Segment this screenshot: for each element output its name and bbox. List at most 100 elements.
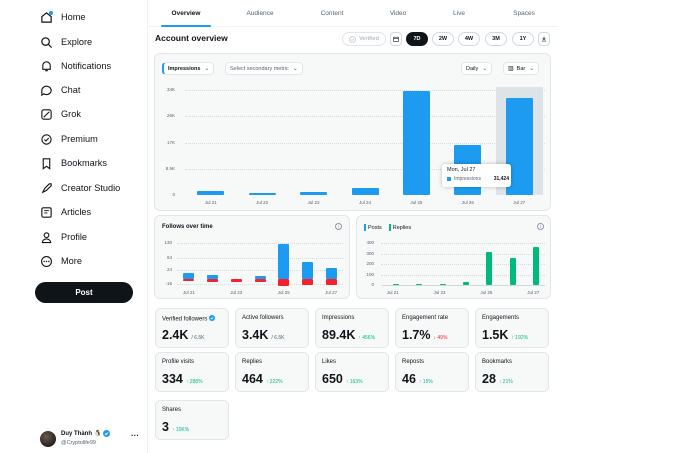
metric-card-shares[interactable]: Shares 3 ↑ 10K% xyxy=(155,400,229,440)
replies-bar[interactable] xyxy=(486,252,493,285)
metric-card-verified-followers[interactable]: Verified followers 2.4K/ 6.5K xyxy=(155,308,229,348)
tab-live[interactable]: Live xyxy=(453,10,465,17)
follows-bar[interactable] xyxy=(278,243,290,279)
impressions-bar[interactable] xyxy=(197,191,225,195)
metric-change: ↑ 222% xyxy=(265,379,283,385)
account-switcher[interactable]: Duy Thành 🐧 @Cryptolife99 ··· xyxy=(39,428,143,450)
sidebar-item-bookmarks[interactable]: Bookmarks xyxy=(39,153,107,173)
rocket-icon xyxy=(39,181,53,195)
metric-card-likes[interactable]: Likes 650 ↑ 163% xyxy=(315,352,389,392)
metric-value: 89.4K xyxy=(322,328,356,342)
info-icon[interactable]: i xyxy=(537,223,544,230)
follows-chart-title: Follows over time xyxy=(162,224,213,230)
impressions-bar[interactable] xyxy=(248,192,276,195)
tooltip-swatch xyxy=(447,177,451,181)
grid-line xyxy=(381,243,545,244)
metric-card-engagements[interactable]: Engagements 1.5K ↑ 192% xyxy=(475,308,549,348)
post-button[interactable]: Post xyxy=(35,282,133,303)
bookmark-icon xyxy=(39,156,53,170)
emoji-icon: 🐧 xyxy=(94,431,102,437)
replies-bar[interactable] xyxy=(509,257,516,285)
replies-bar[interactable] xyxy=(439,283,446,285)
tab-spaces[interactable]: Spaces xyxy=(513,10,535,17)
metric-card-engagement-rate[interactable]: Engagement rate 1.7% ↓ 49% xyxy=(395,308,469,348)
sidebar-item-chat[interactable]: Chat xyxy=(39,80,80,100)
range-3m[interactable]: 3M xyxy=(485,32,507,46)
metric-value-row: 3.4K/ 6.5K xyxy=(242,328,284,342)
unfollows-bar[interactable] xyxy=(254,279,266,282)
sidebar-item-creator-studio[interactable]: Creator Studio xyxy=(39,178,120,198)
sidebar-item-articles[interactable]: Articles xyxy=(39,202,91,222)
premium-icon xyxy=(39,132,53,146)
sidebar-item-label: Bookmarks xyxy=(61,158,107,168)
metric-card-profile-visits[interactable]: Profile visits 334 ↑ 288% xyxy=(155,352,229,392)
metric-card-replies[interactable]: Replies 464 ↑ 222% xyxy=(235,352,309,392)
metric-card-active-followers[interactable]: Active followers 3.4K/ 6.5K xyxy=(235,308,309,348)
download-button[interactable] xyxy=(538,32,550,46)
sidebar-item-notifications[interactable]: Notifications xyxy=(39,56,111,76)
follows-bar[interactable] xyxy=(183,272,195,279)
replies-bar[interactable] xyxy=(463,281,469,285)
posts-replies-chart-panel: Posts Replies i 400 300 200 100 0 Jul 21 Jul 2… xyxy=(356,215,551,299)
x-tick-label: Jul 21 xyxy=(204,200,217,205)
metric-card-impressions[interactable]: Impressions 89.4K ↑ 456% xyxy=(315,308,389,348)
sidebar-item-profile[interactable]: Profile xyxy=(39,227,87,247)
unfollows-bar[interactable] xyxy=(207,279,219,282)
follows-bar[interactable] xyxy=(207,274,219,279)
sidebar-item-label: Notifications xyxy=(61,61,112,71)
tab-video[interactable]: Video xyxy=(389,10,407,17)
impressions-bar[interactable] xyxy=(300,192,328,195)
tab-content[interactable]: Content xyxy=(320,10,344,17)
range-7d[interactable]: 7D xyxy=(406,32,428,46)
unfollows-bar[interactable] xyxy=(325,279,337,286)
grid-line xyxy=(177,284,343,285)
range-4w[interactable]: 4W xyxy=(458,32,480,46)
unfollows-bar[interactable] xyxy=(301,279,313,286)
secondary-metric-dropdown[interactable]: Select secondary metric ⌄ xyxy=(225,62,303,75)
verified-filter-button[interactable]: Verified xyxy=(342,32,386,46)
impressions-bar[interactable] xyxy=(402,90,430,195)
follows-bar[interactable] xyxy=(254,276,266,279)
follows-bar[interactable] xyxy=(301,262,313,279)
primary-metric-dropdown[interactable]: Impressions ⌄ xyxy=(162,62,215,75)
unfollows-bar[interactable] xyxy=(278,279,290,286)
avatar[interactable] xyxy=(40,431,56,447)
metric-value-row: 650 ↑ 163% xyxy=(322,372,363,386)
chart-style-dropdown[interactable]: ▥ Bar ⌄ xyxy=(503,62,540,75)
sidebar-item-home[interactable]: Home xyxy=(39,7,86,27)
metric-label-text: Shares xyxy=(162,407,182,413)
follows-bar[interactable] xyxy=(325,267,337,279)
metric-label-text: Active followers xyxy=(242,315,284,321)
interval-dropdown[interactable]: Daily ⌄ xyxy=(461,62,493,75)
range-1y[interactable]: 1Y xyxy=(512,32,534,46)
metric-value: 3.4K xyxy=(242,328,269,342)
x-tick-label: Jul 25 xyxy=(410,200,423,205)
grid-line xyxy=(381,253,545,255)
unfollows-bar[interactable] xyxy=(183,279,195,282)
unfollows-bar[interactable] xyxy=(230,279,242,282)
x-tick-label: Jul 26 xyxy=(461,200,474,205)
notification-dot xyxy=(49,11,53,15)
impressions-bar[interactable] xyxy=(351,188,379,195)
range-2w[interactable]: 2W xyxy=(432,32,454,46)
replies-bar[interactable] xyxy=(416,283,423,285)
replies-bar[interactable] xyxy=(392,284,399,286)
sidebar-item-premium[interactable]: Premium xyxy=(39,129,98,149)
metric-card-reposts[interactable]: Reposts 46 ↑ 15% xyxy=(395,352,469,392)
replies-bar[interactable] xyxy=(533,247,540,285)
tab-audience[interactable]: Audience xyxy=(246,10,274,17)
grid-line xyxy=(381,264,545,265)
sidebar-item-grok[interactable]: Grok xyxy=(39,104,81,124)
calendar-button[interactable] xyxy=(390,32,402,46)
tab-overview[interactable]: Overview xyxy=(161,0,211,27)
account-more-icon[interactable]: ··· xyxy=(131,431,139,440)
y-tick-label: 200 xyxy=(366,261,374,266)
sidebar-item-more[interactable]: More xyxy=(39,251,82,271)
metric-value: 1.5K xyxy=(482,328,509,342)
metric-card-bookmarks[interactable]: Bookmarks 28 ↑ 21% xyxy=(475,352,549,392)
metric-value-row: 334 ↑ 288% xyxy=(162,372,203,386)
legend-swatch-replies xyxy=(388,224,391,231)
verified-filter-label: Verified xyxy=(359,36,379,42)
sidebar-item-explore[interactable]: Explore xyxy=(39,32,92,52)
info-icon[interactable]: i xyxy=(335,223,342,230)
